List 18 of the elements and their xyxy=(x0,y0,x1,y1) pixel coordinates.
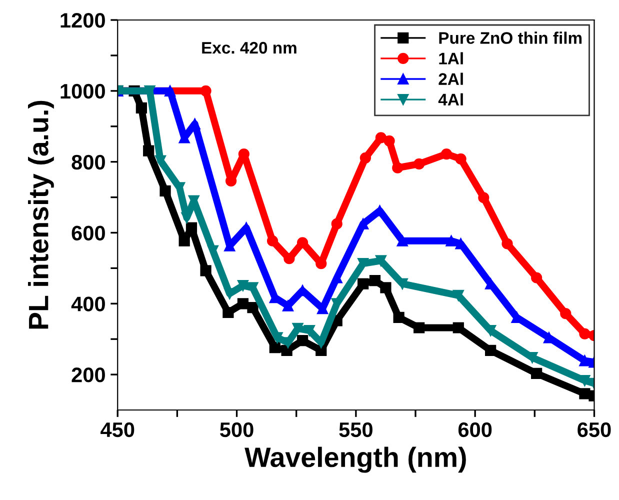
y-tick-label: 600 xyxy=(72,226,105,240)
y-tick-label: 1200 xyxy=(60,13,105,28)
legend-label: 4Al xyxy=(438,93,463,106)
legend-label: 2Al xyxy=(438,72,463,85)
annotation: Exc. 420 nm xyxy=(202,42,296,54)
legend-label: Pure ZnO thin film xyxy=(439,32,582,44)
y-tick-label: 800 xyxy=(72,154,105,170)
x-tick-label: 550 xyxy=(339,422,372,438)
y-tick-label: 200 xyxy=(72,368,105,382)
y-axis-title: PL intensity (a.u.) xyxy=(28,100,54,329)
x-tick-label: 650 xyxy=(578,422,611,438)
y-tick-label: 1000 xyxy=(60,84,105,99)
x-axis-title: Wavelength (nm) xyxy=(244,446,466,473)
y-tick-label: 400 xyxy=(71,296,105,312)
x-tick-label: 500 xyxy=(220,422,254,438)
x-tick-label: 450 xyxy=(100,422,134,438)
x-tick-label: 600 xyxy=(458,422,492,438)
legend-label: 1Al xyxy=(439,52,463,64)
